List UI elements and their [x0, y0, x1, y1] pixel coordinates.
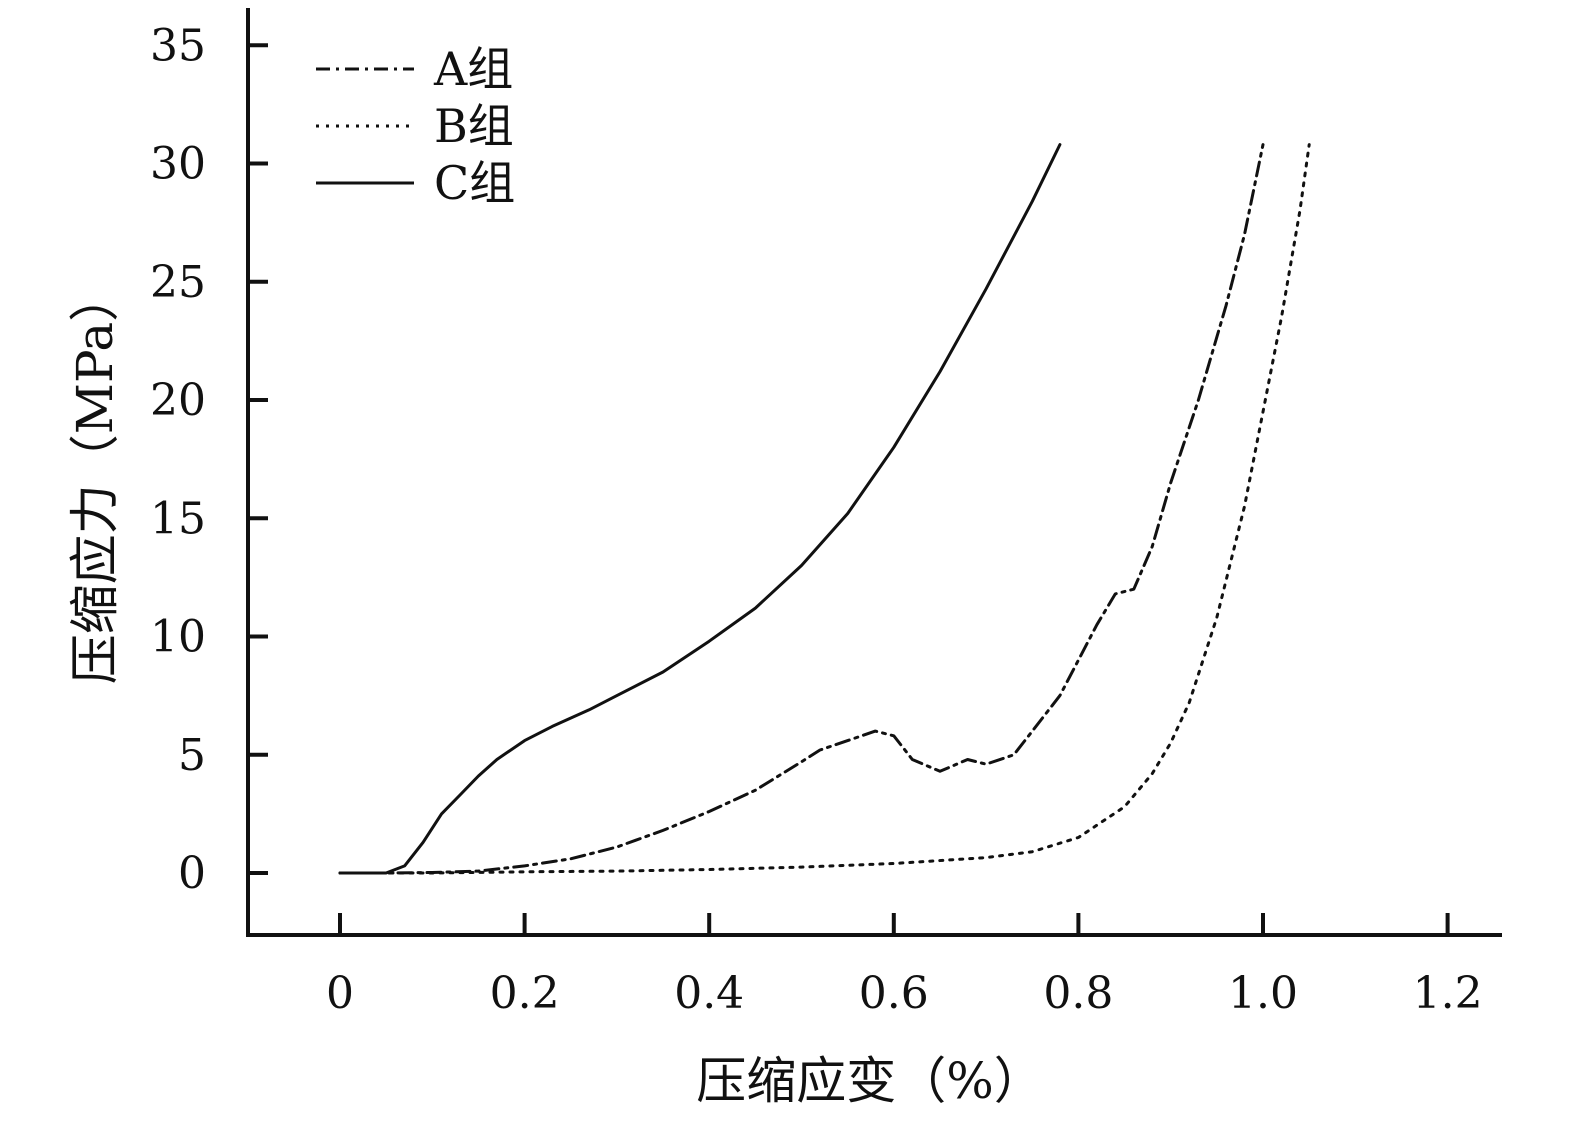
y-tick-label: 25: [150, 257, 206, 308]
x-tick-label: 0.2: [490, 968, 560, 1019]
x-tick-label: 1.0: [1228, 968, 1298, 1019]
x-tick-label: 1.2: [1413, 968, 1483, 1019]
y-ticks: 0 5 10 15 20 25 30 35: [150, 20, 268, 899]
series-line-3: [338, 143, 1062, 875]
x-ticks: 0 0.2 0.4 0.6 0.8 1.0 1.2: [326, 913, 1483, 1019]
x-tick-label: 0.8: [1043, 968, 1113, 1019]
y-tick-label: 10: [150, 612, 206, 663]
y-tick-label: 35: [150, 20, 206, 71]
y-axis-title: 压缩应力（MPa）: [66, 272, 124, 684]
y-tick-label: 20: [150, 375, 206, 426]
legend-label-2: B组: [434, 99, 514, 153]
x-tick-label: 0.6: [859, 968, 929, 1019]
x-tick-label: 0.4: [674, 968, 744, 1019]
y-tick-label: 30: [150, 139, 206, 190]
legend-label-1: A组: [433, 42, 513, 96]
x-tick-label: 0: [326, 968, 354, 1019]
y-tick-label: 5: [178, 730, 206, 781]
series-line-2: [338, 143, 1311, 875]
series-line-1: [338, 143, 1265, 875]
y-tick-label: 15: [150, 493, 206, 544]
legend-label-3: C组: [434, 156, 515, 210]
x-axis-title: 压缩应变（%）: [696, 1052, 1044, 1110]
series-layer: [338, 143, 1311, 875]
y-tick-label: 0: [178, 848, 206, 899]
